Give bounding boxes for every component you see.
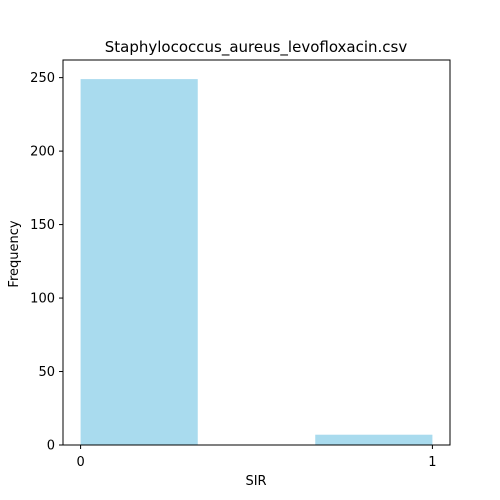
y-tick-label: 200 — [30, 145, 55, 160]
chart-title: Staphylococcus_aureus_levofloxacin.csv — [105, 38, 408, 57]
plot-frame — [62, 59, 451, 446]
x-tick-label: 1 — [428, 455, 436, 470]
axes-group: 0 50 100 150 200 250 0 1 — [30, 59, 451, 470]
y-tick-label: 100 — [30, 292, 55, 307]
y-axis-label: Frequency — [7, 220, 22, 287]
y-tick-label: 50 — [38, 365, 55, 380]
y-tick-label: 0 — [47, 439, 55, 454]
y-tick-label: 150 — [30, 218, 55, 233]
x-tick-label: 0 — [76, 455, 84, 470]
bar-1 — [315, 434, 433, 445]
y-tick-label: 250 — [30, 71, 55, 86]
x-axis-label: SIR — [245, 474, 266, 489]
bar-0 — [80, 79, 198, 445]
bars-group — [80, 79, 433, 445]
